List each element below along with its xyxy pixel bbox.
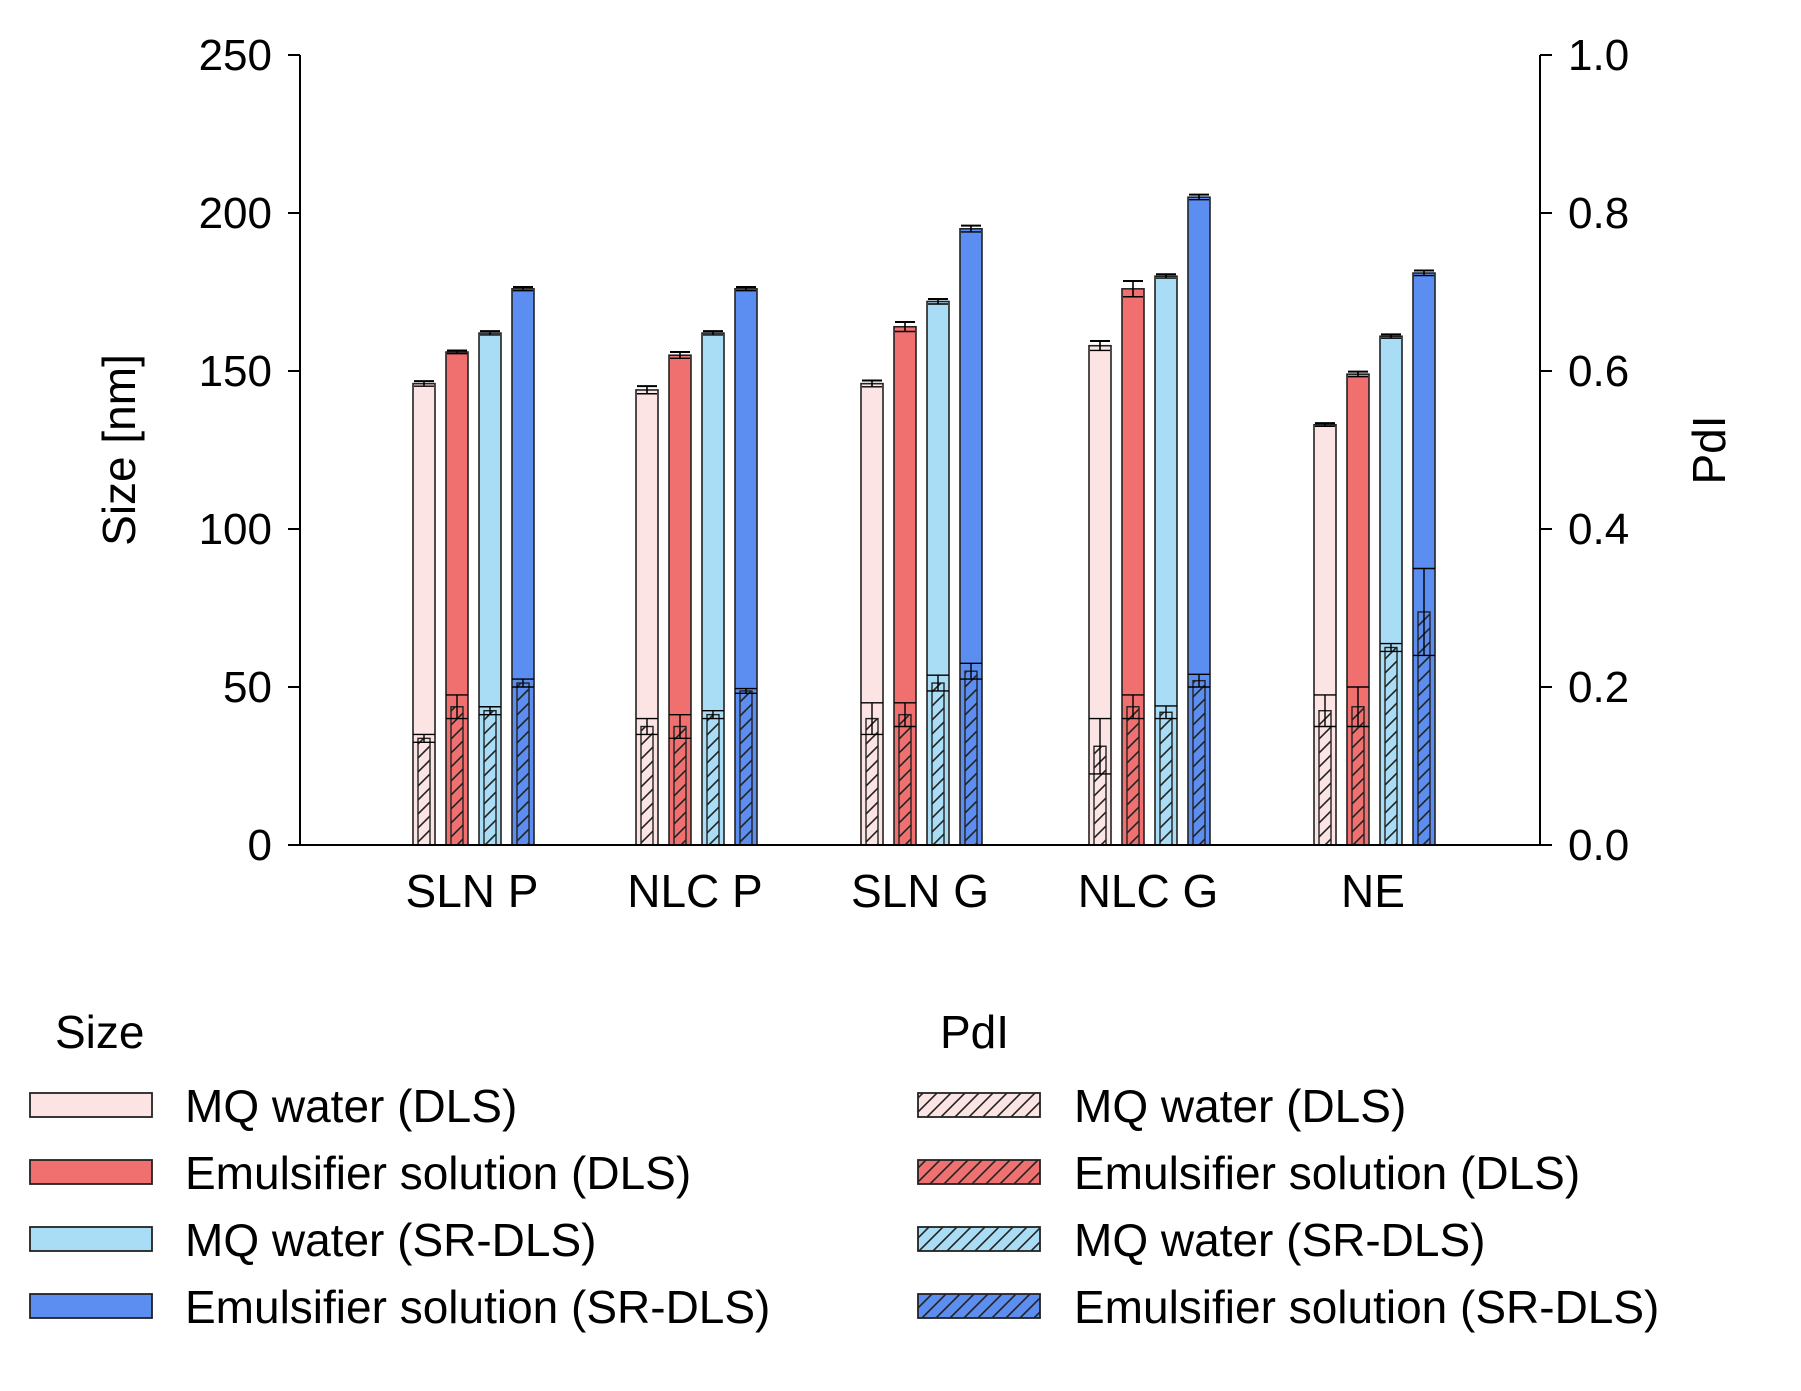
legend-label-size: Emulsifier solution (SR-DLS) <box>185 1281 770 1333</box>
right-tick-label: 0.0 <box>1568 821 1629 870</box>
legend-label-pdi: MQ water (DLS) <box>1074 1080 1406 1132</box>
pdi-bar-sln-p-emulsifier-solution-sr-dls <box>516 682 530 846</box>
legend-swatch-size-mq-water-dls <box>29 1092 153 1118</box>
legend-label-pdi: Emulsifier solution (SR-DLS) <box>1074 1281 1659 1333</box>
y-axis-title-right: PdI <box>1683 415 1735 484</box>
pdi-bar-sln-g-emulsifier-solution-dls <box>898 713 912 846</box>
pdi-bar-sln-p-emulsifier-solution-dls <box>450 706 464 846</box>
right-tick-label: 1.0 <box>1568 31 1629 80</box>
left-tick-label: 100 <box>199 505 272 554</box>
pdi-bar-sln-g-mq-water-sr-dls <box>931 682 945 846</box>
axes-layer: SLN P NLC P SLN G NLC G NE 0 50 100 150 200 250 0.0… <box>93 31 1735 917</box>
pdi-bar-nlc-p-mq-water-sr-dls <box>706 713 720 846</box>
legend-heading-pdi: PdI <box>940 1006 1009 1058</box>
legend-swatch-size-mq-water-sr-dls <box>29 1226 153 1252</box>
legend-swatch-pdi-mq-water-dls <box>917 1092 1041 1118</box>
legend-label-size: MQ water (DLS) <box>185 1080 517 1132</box>
pdi-bar-nlc-g-mq-water-sr-dls <box>1159 711 1173 846</box>
legend-swatch-size-emulsifier-solution-sr-dls <box>29 1293 153 1319</box>
pdi-bar-sln-g-emulsifier-solution-sr-dls <box>964 670 978 846</box>
legend-swatch-pdi-emulsifier-solution-dls <box>917 1159 1041 1185</box>
left-tick-label: 0 <box>248 821 272 870</box>
x-tick-label: SLN P <box>406 865 539 917</box>
legend-swatch-pdi-mq-water-sr-dls <box>917 1226 1041 1252</box>
right-tick-label: 0.6 <box>1568 347 1629 396</box>
pdi-bar-nlc-p-emulsifier-solution-dls <box>673 725 687 846</box>
right-tick-label: 0.2 <box>1568 663 1629 712</box>
x-tick-label: NLC G <box>1078 865 1219 917</box>
legend-swatch-size-emulsifier-solution-dls <box>29 1159 153 1185</box>
left-tick-label: 50 <box>223 663 272 712</box>
bars-layer <box>412 193 1436 846</box>
right-tick-label: 0.8 <box>1568 189 1629 238</box>
pdi-bar-nlc-p-emulsifier-solution-sr-dls <box>739 690 753 846</box>
left-tick-label: 250 <box>199 31 272 80</box>
pdi-bar-sln-p-mq-water-sr-dls <box>483 710 497 846</box>
left-tick-label: 150 <box>199 347 272 396</box>
legend-label-size: Emulsifier solution (DLS) <box>185 1147 691 1199</box>
y-axis-title-left: Size [nm] <box>93 354 145 546</box>
legend-label-pdi: Emulsifier solution (DLS) <box>1074 1147 1580 1199</box>
pdi-bar-ne-mq-water-dls <box>1318 710 1332 846</box>
legend-label-pdi: MQ water (SR-DLS) <box>1074 1214 1485 1266</box>
pdi-bar-nlc-g-emulsifier-solution-dls <box>1126 706 1140 846</box>
legend: Size PdI MQ water (DLS) Emulsifier solution… <box>29 1006 1659 1333</box>
pdi-bar-nlc-p-mq-water-dls <box>640 725 654 846</box>
pdi-bar-sln-g-mq-water-dls <box>865 717 879 846</box>
pdi-bar-ne-emulsifier-solution-dls <box>1351 706 1365 846</box>
right-tick-label: 0.4 <box>1568 505 1629 554</box>
left-tick-label: 200 <box>199 189 272 238</box>
legend-label-size: MQ water (SR-DLS) <box>185 1214 596 1266</box>
pdi-bar-ne-mq-water-sr-dls <box>1384 646 1398 846</box>
legend-heading-size: Size <box>55 1006 144 1058</box>
pdi-bar-sln-p-mq-water-dls <box>417 737 431 846</box>
pdi-bar-nlc-g-emulsifier-solution-sr-dls <box>1192 679 1206 846</box>
x-tick-label: NE <box>1341 865 1405 917</box>
legend-swatch-pdi-emulsifier-solution-sr-dls <box>917 1293 1041 1319</box>
x-tick-label: NLC P <box>627 865 762 917</box>
x-tick-label: SLN G <box>851 865 989 917</box>
